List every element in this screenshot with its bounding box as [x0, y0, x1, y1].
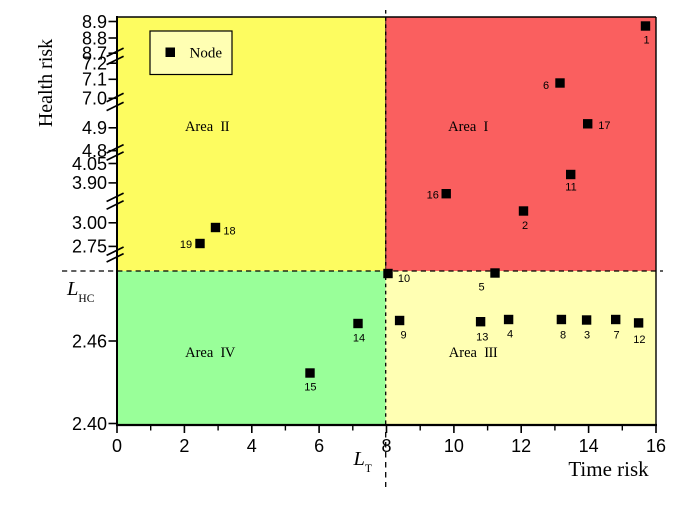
svg-text:6: 6	[314, 436, 324, 456]
svg-text:0: 0	[112, 436, 122, 456]
svg-text:12: 12	[633, 334, 645, 346]
svg-text:4.9: 4.9	[82, 118, 107, 138]
svg-text:3.90: 3.90	[72, 173, 107, 193]
svg-text:4: 4	[247, 436, 257, 456]
svg-text:1: 1	[643, 35, 649, 47]
svg-text:14: 14	[353, 332, 365, 344]
svg-text:8.9: 8.9	[82, 12, 107, 32]
svg-text:8: 8	[381, 436, 391, 456]
svg-text:6: 6	[543, 80, 549, 92]
svg-text:7: 7	[613, 329, 619, 341]
svg-text:18: 18	[223, 226, 235, 238]
svg-text:16: 16	[646, 436, 666, 456]
svg-text:Node: Node	[190, 46, 223, 62]
svg-text:15: 15	[304, 382, 316, 394]
svg-text:4: 4	[507, 329, 513, 341]
svg-text:2.75: 2.75	[72, 237, 107, 257]
svg-text:7.1: 7.1	[82, 70, 107, 90]
svg-text:5: 5	[478, 282, 484, 294]
svg-text:2: 2	[522, 220, 528, 232]
svg-text:Area II: Area II	[185, 119, 230, 135]
svg-text:17: 17	[598, 120, 610, 132]
svg-text:Health risk: Health risk	[35, 39, 57, 127]
svg-text:Time risk: Time risk	[568, 457, 649, 481]
svg-text:7.2: 7.2	[82, 54, 107, 74]
svg-text:10: 10	[398, 273, 410, 285]
svg-text:Area I: Area I	[448, 119, 488, 135]
svg-text:4.05: 4.05	[72, 154, 107, 174]
svg-text:16: 16	[427, 189, 439, 201]
svg-text:7.0: 7.0	[82, 89, 107, 109]
svg-text:9: 9	[401, 329, 407, 341]
svg-text:2: 2	[179, 436, 189, 456]
svg-text:8.8: 8.8	[82, 28, 107, 48]
svg-text:11: 11	[565, 182, 576, 194]
svg-text:14: 14	[579, 436, 599, 456]
svg-text:Area III: Area III	[449, 345, 498, 361]
svg-text:4.8: 4.8	[82, 141, 107, 161]
svg-text:3.00: 3.00	[72, 213, 107, 233]
svg-text:8: 8	[560, 329, 566, 341]
svg-text:2.40: 2.40	[72, 414, 107, 434]
svg-text:2.46: 2.46	[72, 331, 107, 351]
svg-text:10: 10	[444, 436, 464, 456]
svg-text:13: 13	[476, 331, 488, 343]
svg-text:Area IV: Area IV	[185, 345, 236, 361]
svg-text:3: 3	[584, 330, 590, 342]
svg-text:12: 12	[511, 436, 531, 456]
svg-text:19: 19	[180, 239, 192, 251]
svg-text:8.7: 8.7	[82, 44, 107, 64]
